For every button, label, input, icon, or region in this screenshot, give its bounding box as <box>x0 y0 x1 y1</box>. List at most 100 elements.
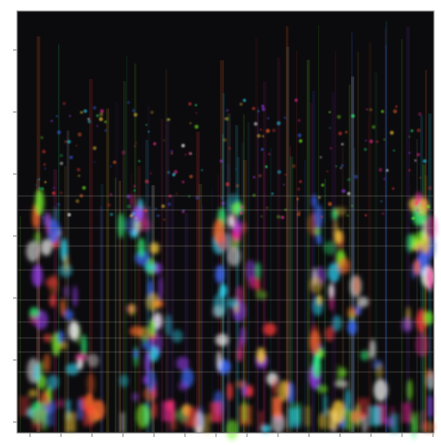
speck <box>153 142 156 145</box>
speck <box>281 216 284 219</box>
blob <box>338 258 350 274</box>
blob <box>313 354 321 378</box>
speck <box>380 200 382 202</box>
speck <box>321 184 324 187</box>
speck <box>76 145 78 147</box>
speck <box>42 150 46 154</box>
speck <box>145 124 147 126</box>
speck <box>257 134 261 138</box>
speck <box>93 106 96 109</box>
streak <box>349 85 351 432</box>
speck <box>127 204 131 208</box>
speck <box>277 170 281 174</box>
blob <box>215 265 224 284</box>
speck <box>365 214 367 216</box>
speck <box>226 182 230 186</box>
low-band <box>288 408 300 428</box>
streak <box>385 45 387 432</box>
speck <box>395 105 397 107</box>
blob <box>423 220 427 239</box>
blob <box>143 375 149 385</box>
speck <box>392 187 394 189</box>
low-band <box>345 410 353 430</box>
speck <box>419 177 421 179</box>
low-band <box>173 410 177 430</box>
blob <box>130 326 143 337</box>
speck <box>328 202 332 206</box>
blob <box>145 351 151 374</box>
speck <box>145 209 148 212</box>
blob <box>176 357 189 371</box>
speck <box>243 99 246 102</box>
speck <box>60 191 63 194</box>
blob <box>137 238 145 258</box>
speck <box>100 109 104 113</box>
speck <box>253 176 255 178</box>
low-band <box>323 396 328 416</box>
speck <box>69 115 71 117</box>
blob <box>257 348 266 364</box>
blob <box>263 323 276 336</box>
blob <box>325 326 334 341</box>
speck <box>252 107 255 110</box>
blob <box>150 242 160 254</box>
speck <box>260 215 262 217</box>
speck <box>337 115 341 119</box>
speck <box>35 184 37 186</box>
speck <box>408 152 410 154</box>
low-band <box>121 412 125 432</box>
low-band <box>203 414 211 434</box>
blob <box>335 207 346 215</box>
speck <box>221 197 223 199</box>
blob <box>227 383 233 401</box>
blob <box>226 420 238 440</box>
blob <box>132 393 138 402</box>
speck <box>157 214 160 217</box>
speck <box>261 148 264 151</box>
speck <box>99 117 103 121</box>
blob <box>248 276 257 289</box>
speck <box>299 139 302 142</box>
speck <box>57 130 61 134</box>
speck <box>239 103 242 106</box>
blob <box>216 351 221 372</box>
blob <box>407 234 414 253</box>
streak <box>416 139 417 432</box>
blob <box>142 341 153 350</box>
speck <box>298 119 301 122</box>
blob <box>316 234 321 245</box>
low-band <box>259 411 262 431</box>
speck <box>365 140 367 142</box>
speck <box>240 205 244 209</box>
speck <box>195 125 199 129</box>
speck <box>40 136 43 139</box>
low-band <box>83 406 94 426</box>
speck <box>57 203 60 206</box>
speck <box>166 118 169 121</box>
speck <box>338 132 342 136</box>
blob <box>415 316 422 326</box>
speck <box>417 129 421 133</box>
blob <box>312 194 318 207</box>
low-band <box>390 414 398 434</box>
speck <box>190 153 192 155</box>
low-band <box>272 397 282 417</box>
speck <box>41 187 44 190</box>
speck <box>260 129 262 131</box>
blob <box>256 290 267 299</box>
speck <box>226 109 229 112</box>
speck <box>147 181 149 183</box>
speck <box>171 153 173 155</box>
speck <box>292 164 296 168</box>
speck <box>295 99 298 102</box>
speck <box>38 178 40 180</box>
blob <box>44 353 51 372</box>
speck <box>67 140 71 144</box>
streak <box>130 174 131 432</box>
blob <box>130 193 135 208</box>
blob <box>118 213 124 239</box>
speck <box>184 153 186 155</box>
speck <box>88 120 91 123</box>
blob <box>347 307 357 318</box>
blob <box>219 284 227 297</box>
